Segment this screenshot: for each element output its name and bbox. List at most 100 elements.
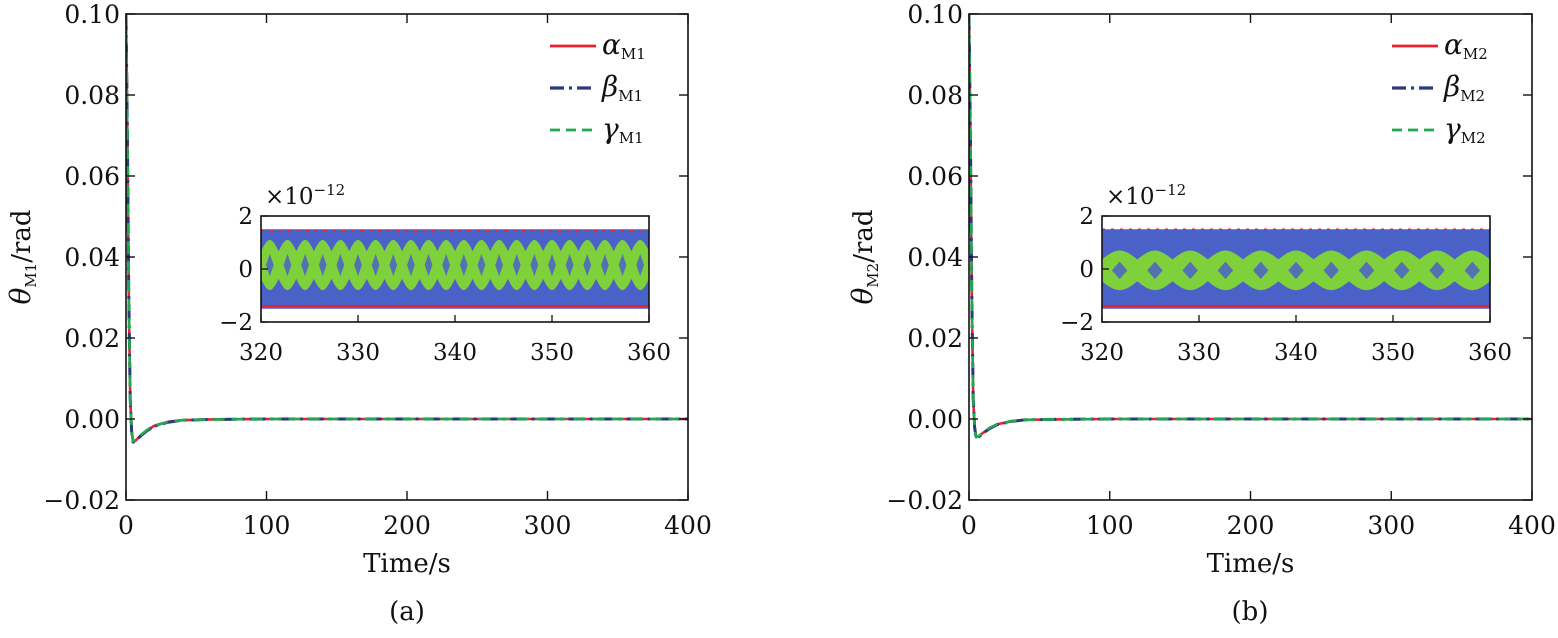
legend-name: γ <box>602 112 619 145</box>
x-tick-label: 200 <box>383 511 431 540</box>
legend-name: β <box>601 70 618 103</box>
inset-beat-diamond <box>1358 261 1375 280</box>
legend-name: α <box>1444 28 1463 61</box>
y-axis-symbol: θ <box>4 288 37 305</box>
y-tick-label: 0.02 <box>907 324 963 353</box>
inset-x-tick-label: 340 <box>1274 340 1318 366</box>
inset-beat-diamond <box>636 253 645 277</box>
inset-beat-diamond <box>1217 261 1234 280</box>
panel-b: 0 100 200 300 400 −0.02 0.00 0.02 0.04 0.06 0.08 0.… <box>846 0 1556 627</box>
inset-exponent-power: −12 <box>314 181 346 199</box>
y-axis-subscript: M2 <box>864 263 882 288</box>
inset-x-tick-label: 350 <box>1371 340 1415 366</box>
inset-beat-diamond <box>512 253 521 277</box>
inset-beat-diamond <box>301 253 309 277</box>
y-tick-label: 0.04 <box>64 243 120 272</box>
inset-data <box>1102 228 1490 309</box>
legend-sub: M1 <box>619 129 644 147</box>
inset-x-tick-label: 330 <box>336 340 380 366</box>
inset-exponent-base: ×10 <box>265 184 314 210</box>
inset-y-tick-label: −2 <box>219 310 253 336</box>
inset-exponent-base: ×10 <box>1106 184 1155 210</box>
legend-name: γ <box>1444 112 1461 145</box>
y-tick-label: −0.02 <box>886 486 963 515</box>
y-tick-label: 0.08 <box>64 81 120 110</box>
inset-beat-diamond <box>283 253 292 277</box>
y-tick-label: 0.06 <box>907 162 963 191</box>
x-tick-label: 100 <box>243 511 291 540</box>
x-tick-label: 100 <box>1086 511 1134 540</box>
inset-beat-diamond <box>442 253 451 277</box>
x-tick-label: 0 <box>961 511 977 540</box>
legend-label-beta: βM1 <box>601 70 643 105</box>
panel-caption: (a) <box>389 597 425 627</box>
inset-beat-diamond <box>1464 261 1481 280</box>
inset-exponent-label: ×10−12 <box>265 181 345 210</box>
y-axis-label: θM1/rad <box>4 209 40 304</box>
y-tick-label: 0.06 <box>64 162 120 191</box>
inset-beat-diamond <box>565 253 574 277</box>
inset-x-tick-label: 350 <box>530 340 574 366</box>
inset-data <box>261 229 649 309</box>
series-line-gamma <box>126 14 688 443</box>
y-axis-label: θM2/rad <box>846 209 882 304</box>
inset-beat-diamond <box>1288 261 1304 280</box>
y-axis-subscript: M1 <box>22 263 40 288</box>
y-tick-label: 0.08 <box>907 81 963 110</box>
legend-sub: M2 <box>1461 129 1486 147</box>
legend-name: β <box>1443 70 1460 103</box>
y-tick-label: 0.04 <box>907 243 963 272</box>
x-tick-label: 0 <box>118 511 134 540</box>
y-tick-label: 0.00 <box>64 405 120 434</box>
inset-beat-diamond <box>618 253 627 277</box>
inset-beat-diamond <box>548 253 556 277</box>
legend-label-gamma: γM2 <box>1444 112 1486 147</box>
inset-y-tick-label: 0 <box>1079 257 1094 283</box>
inset-beat-diamond <box>1394 261 1410 280</box>
x-tick-label: 200 <box>1227 511 1275 540</box>
inset-beat-diamond <box>530 253 539 277</box>
x-tick-label: 400 <box>664 511 712 540</box>
inset-beat-diamond <box>601 253 609 277</box>
x-axis-label: Time/s <box>1207 549 1295 579</box>
inset: 320 330 340 350 360 2 0 −2 ×10−12 <box>1060 181 1512 366</box>
inset-y-tick-label: −2 <box>1060 310 1094 336</box>
legend-sub: M1 <box>621 45 646 63</box>
series-line-gamma <box>969 14 1532 439</box>
inset-y-tick-label: 0 <box>238 257 253 283</box>
inset-beat-diamond <box>407 253 415 277</box>
inset-beat-diamond <box>371 253 380 277</box>
inset-x-tick-label: 320 <box>1080 340 1124 366</box>
y-axis-symbol: θ <box>846 288 879 305</box>
inset-beat-diamond <box>1323 261 1340 280</box>
legend-sub: M2 <box>1460 87 1485 105</box>
y-tick-label: 0.02 <box>64 324 120 353</box>
y-tick-label: −0.02 <box>43 486 120 515</box>
inset-exponent-label: ×10−12 <box>1106 181 1186 210</box>
inset-beat-diamond <box>389 253 398 277</box>
inset-x-tick-label: 360 <box>1468 340 1512 366</box>
legend-label-beta: βM2 <box>1443 70 1485 105</box>
inset-beat-diamond <box>495 253 503 277</box>
x-tick-label: 300 <box>524 511 572 540</box>
inset-beat-diamond <box>477 253 486 277</box>
y-tick-label: 0.00 <box>907 405 963 434</box>
inset-beat-diamond <box>424 253 433 277</box>
inset-beat-diamond <box>459 253 468 277</box>
y-axis-unit: /rad <box>849 209 879 262</box>
inset-beat-diamond <box>354 253 362 277</box>
inset-x-tick-label: 330 <box>1177 340 1221 366</box>
inset-exponent-power: −12 <box>1155 181 1187 199</box>
series-group <box>969 14 1532 440</box>
inset-x-tick-label: 360 <box>627 340 671 366</box>
inset-beat-diamond <box>1147 261 1163 280</box>
inset-x-tick-label: 340 <box>433 340 477 366</box>
inset-y-tick-label: 2 <box>238 204 253 230</box>
inset-beat-diamond <box>336 253 345 277</box>
inset-beat-diamond <box>265 253 274 277</box>
legend-label-alpha: αM1 <box>602 28 646 63</box>
inset-beat-diamond <box>1429 261 1445 280</box>
legend-sub: M2 <box>1463 45 1488 63</box>
